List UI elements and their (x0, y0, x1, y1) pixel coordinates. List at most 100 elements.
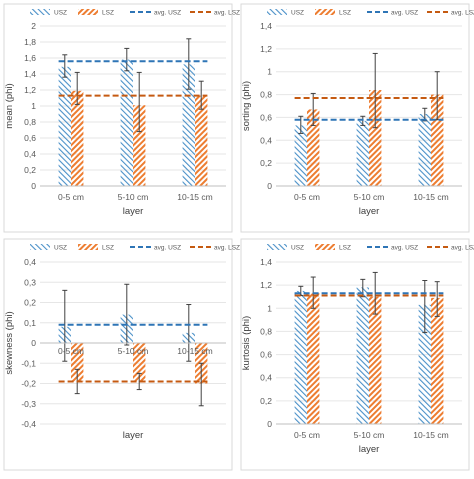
legend-swatch-usz (267, 9, 287, 15)
y-tick-label: 1,8 (24, 37, 36, 47)
y-tick-label: 0,2 (260, 396, 272, 406)
legend-label: USZ (54, 10, 67, 17)
legend-label: LSZ (339, 10, 351, 17)
x-category-label: 10-15 cm (413, 430, 448, 440)
y-tick-label: 0,8 (260, 326, 272, 336)
legend-item-1: USZ (30, 9, 67, 17)
bar-usz-3 (418, 114, 431, 186)
y-tick-label: 0 (31, 338, 36, 348)
y-tick-label: 1 (31, 101, 36, 111)
errorbar-usz-3 (186, 38, 192, 90)
y-tick-label: 0,6 (260, 350, 272, 360)
y-tick-label: -0,4 (21, 419, 36, 429)
x-axis-title: layer (123, 430, 144, 441)
errorbar-lsz-2 (372, 52, 378, 129)
y-tick-label: -0,2 (21, 379, 36, 389)
errorbar-usz-1 (62, 289, 68, 362)
legend-label: avg. USZ (391, 10, 418, 17)
legend-item-3: avg. USZ (130, 245, 181, 252)
x-category-label: 0-5 cm (58, 346, 84, 356)
bar-usz-1 (294, 290, 307, 424)
y-tick-label: 2 (31, 21, 36, 31)
legend-item-4: avg. LSZ (427, 10, 474, 17)
legend-item-2: LSZ (315, 244, 351, 252)
y-tick-label: 0,6 (24, 133, 36, 143)
legend-label: LSZ (339, 245, 351, 252)
y-tick-label: 0 (31, 181, 36, 191)
legend-label: avg. USZ (391, 245, 418, 252)
y-tick-label: 0,4 (24, 257, 36, 267)
y-tick-label: 1,4 (260, 257, 272, 267)
legend-swatch-usz (267, 244, 287, 250)
y-tick-label: 0,2 (260, 158, 272, 168)
y-tick-label: -0,1 (21, 358, 36, 368)
y-tick-label: 0,6 (260, 112, 272, 122)
y-tick-label: 0,1 (24, 318, 36, 328)
bar-lsz-2 (133, 343, 146, 382)
legend-label: avg. USZ (154, 10, 181, 17)
y-tick-label: 1,4 (24, 69, 36, 79)
errorbar-usz-1 (62, 54, 68, 78)
bar-lsz-1 (307, 293, 320, 424)
legend-item-4: avg. LSZ (190, 245, 240, 252)
errorbar-usz-2 (360, 115, 366, 126)
bar-usz-2 (356, 287, 369, 424)
x-axis-title: layer (359, 206, 380, 217)
x-axis-title: layer (123, 206, 144, 217)
x-category-label: 5-10 cm (118, 192, 149, 202)
legend: USZ LSZ avg. USZ avg. LSZ (30, 244, 240, 252)
x-axis-title: layer (359, 444, 380, 455)
y-tick-label: 1,6 (24, 53, 36, 63)
bar-usz-3 (418, 304, 431, 424)
y-tick-label: 0,2 (24, 165, 36, 175)
errorbar-lsz-1 (74, 71, 80, 105)
y-tick-label: 1,2 (24, 85, 36, 95)
errorbar-lsz-2 (136, 71, 142, 133)
legend: USZ LSZ avg. USZ avg. LSZ (267, 9, 474, 17)
errorbar-usz-2 (124, 283, 130, 346)
errorbar-lsz-3 (198, 362, 204, 407)
bar-usz-1 (58, 66, 71, 186)
bar-lsz-1 (71, 343, 84, 382)
legend-swatch-lsz (315, 9, 335, 15)
legend: USZ LSZ avg. USZ avg. LSZ (267, 244, 474, 252)
errorbar-lsz-2 (372, 271, 378, 315)
y-tick-label: 0,8 (260, 90, 272, 100)
errorbar-lsz-2 (136, 372, 142, 391)
panel-frame (3, 238, 233, 471)
legend-label: USZ (291, 245, 304, 252)
errorbar-lsz-3 (198, 80, 204, 110)
x-category-label: 0-5 cm (58, 192, 84, 202)
errorbar-usz-2 (124, 47, 130, 72)
legend-item-1: USZ (267, 9, 304, 17)
legend-swatch-usz (30, 9, 50, 15)
x-category-label: 5-10 cm (354, 430, 385, 440)
y-axis-title: skewness (phi) (4, 311, 15, 374)
x-category-label: 5-10 cm (354, 192, 385, 202)
legend-label: avg. LSZ (214, 10, 240, 17)
bar-lsz-2 (369, 296, 382, 424)
legend-item-2: LSZ (78, 9, 114, 17)
errorbar-usz-1 (298, 115, 304, 134)
y-axis-title: sorting (phi) (241, 81, 252, 131)
legend-item-2: LSZ (78, 244, 114, 252)
y-tick-label: 1,4 (260, 21, 272, 31)
legend-item-1: USZ (267, 244, 304, 252)
x-category-label: 10-15 cm (177, 346, 212, 356)
chart-panel-1: 0 0,2 0,4 0,6 0,8 1 1,2 1,4 1,6 1,8 2 0-5 cm 5-10 cm… (3, 3, 240, 233)
y-tick-label: 0,4 (24, 149, 36, 159)
legend-item-3: avg. USZ (367, 245, 418, 252)
legend-swatch-lsz (78, 9, 98, 15)
y-tick-label: -0,3 (21, 399, 36, 409)
bar-usz-2 (356, 120, 369, 186)
legend-swatch-usz (30, 244, 50, 250)
legend-label: USZ (291, 10, 304, 17)
legend: USZ LSZ avg. USZ avg. LSZ (30, 9, 240, 17)
legend-item-3: avg. USZ (130, 10, 181, 17)
legend-item-1: USZ (30, 244, 67, 252)
legend-item-3: avg. USZ (367, 10, 418, 17)
x-category-label: 0-5 cm (294, 430, 320, 440)
legend-label: avg. LSZ (451, 245, 474, 252)
